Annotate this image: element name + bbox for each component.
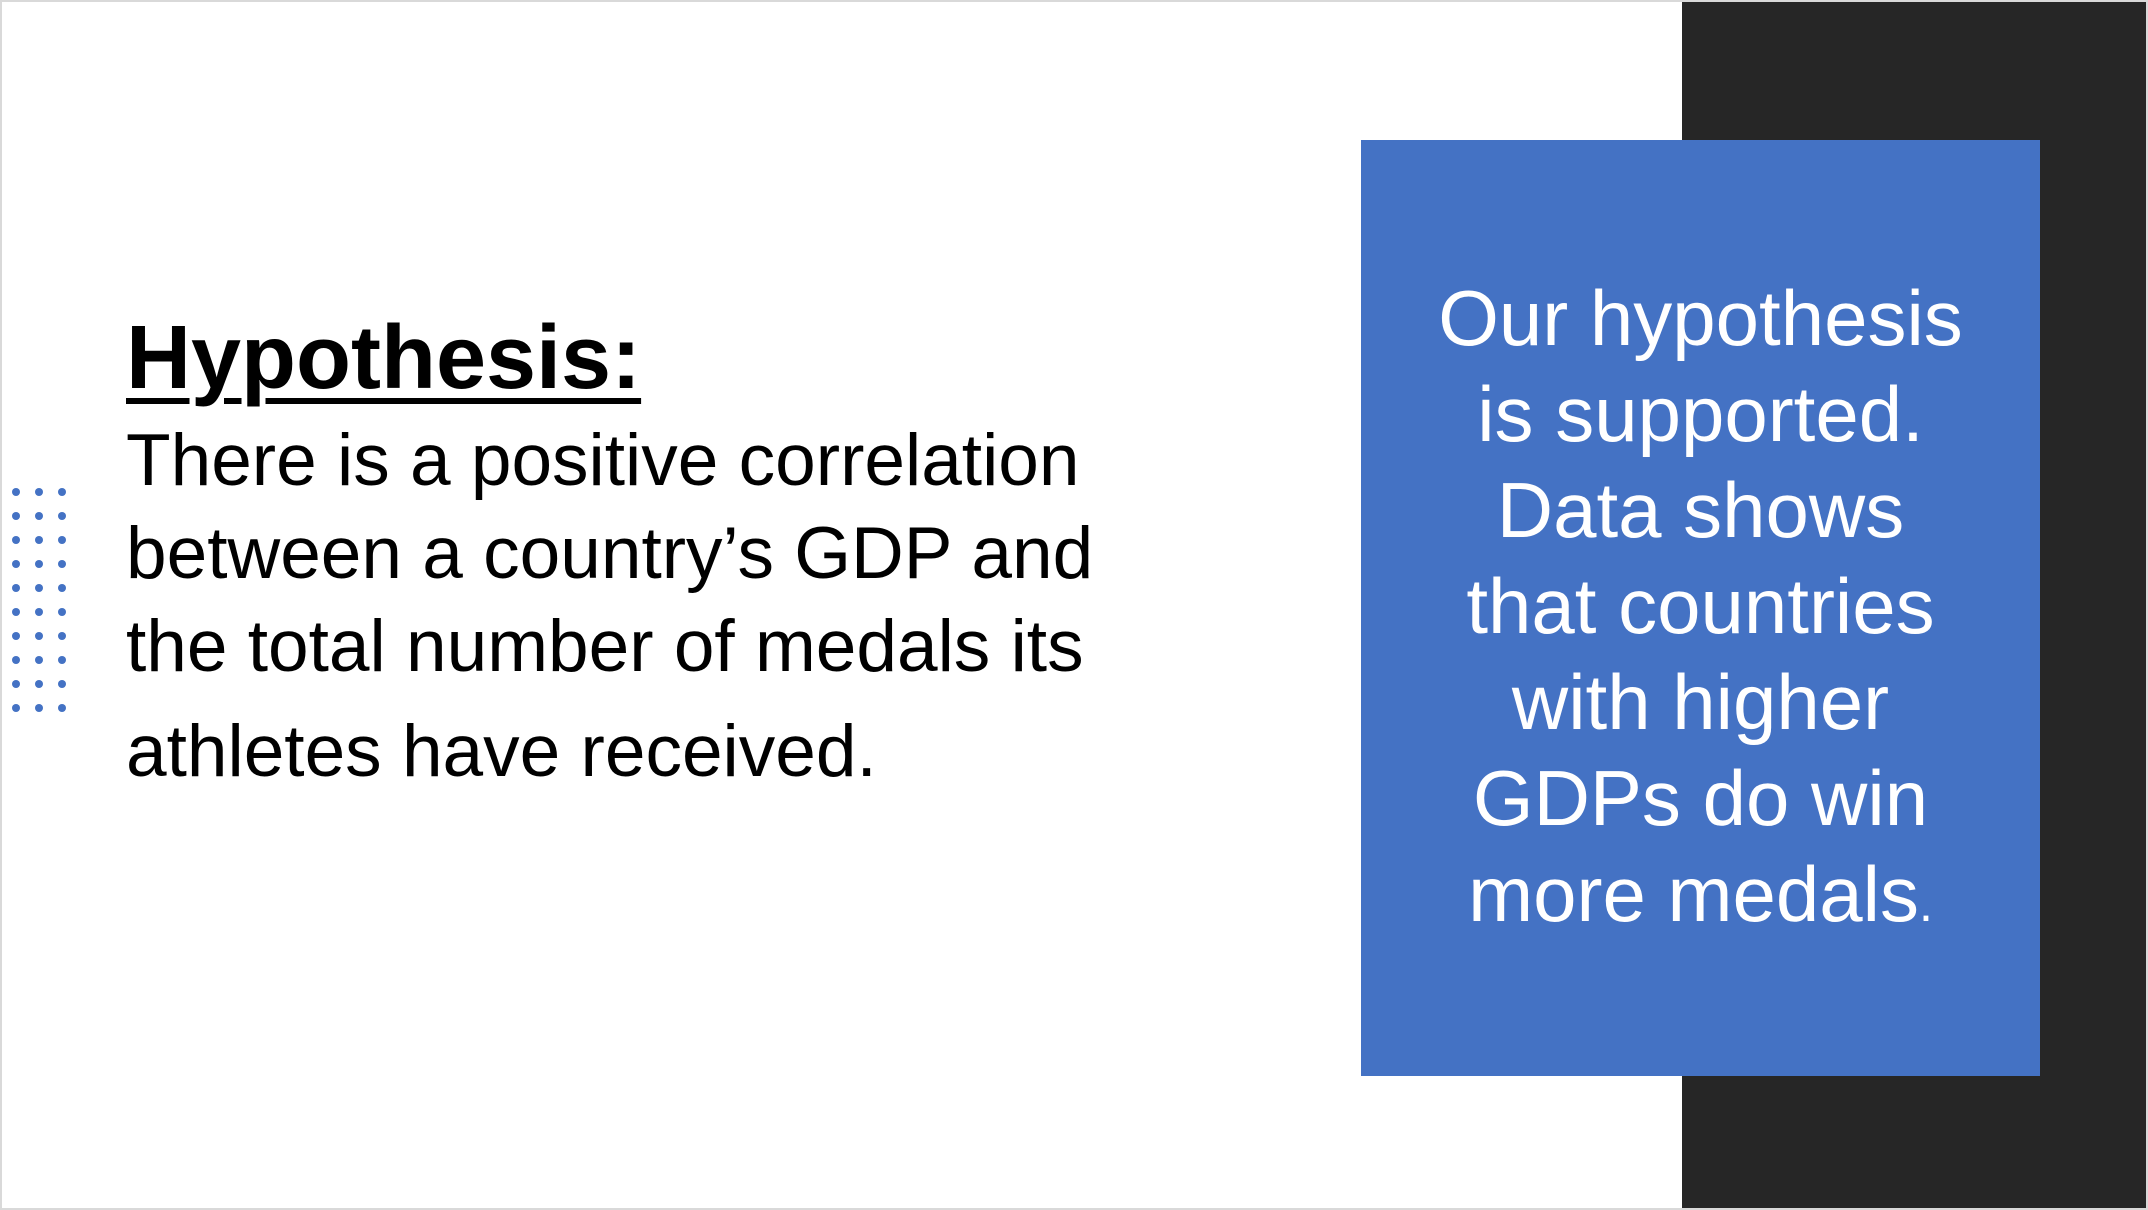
hypothesis-line: athletes have received. <box>126 711 877 792</box>
decorative-dot-grid <box>12 488 68 714</box>
dot <box>58 584 66 592</box>
hypothesis-line: There is a positive correlation <box>126 420 1080 501</box>
dot <box>35 656 43 664</box>
dot <box>12 656 20 664</box>
dot <box>35 560 43 568</box>
dot <box>12 704 20 712</box>
hypothesis-line: between a country’s GDP and <box>126 513 1094 594</box>
slide-title: Hypothesis: <box>126 308 642 408</box>
dot <box>58 560 66 568</box>
dot <box>35 608 43 616</box>
dot <box>12 488 20 496</box>
dot <box>12 680 20 688</box>
dot <box>12 512 20 520</box>
conclusion-line: with higher <box>1511 658 1890 746</box>
hypothesis-line: the total number of medals its <box>126 606 1084 687</box>
dot <box>35 536 43 544</box>
dot <box>12 560 20 568</box>
conclusion-text: Our hypothesis is supported. Data shows … <box>1361 270 2040 952</box>
conclusion-period: . <box>1918 876 1933 932</box>
conclusion-line: Data shows <box>1496 466 1905 554</box>
conclusion-line: is supported. <box>1477 370 1924 458</box>
dot <box>58 488 66 496</box>
dot <box>58 512 66 520</box>
conclusion-box <box>1361 140 2040 1076</box>
dot <box>58 704 66 712</box>
dot <box>12 584 20 592</box>
dot <box>35 632 43 640</box>
dot <box>35 512 43 520</box>
conclusion-line: more medals <box>1468 850 1919 938</box>
conclusion-line: that countries <box>1466 562 1935 650</box>
dot <box>35 488 43 496</box>
conclusion-last-line: more medals. <box>1361 846 2040 952</box>
dot <box>58 632 66 640</box>
dot <box>12 632 20 640</box>
dot <box>58 608 66 616</box>
dot <box>58 680 66 688</box>
dot <box>35 584 43 592</box>
conclusion-line: GDPs do win <box>1472 754 1929 842</box>
dot <box>12 536 20 544</box>
hypothesis-text: There is a positive correlation between … <box>126 414 1093 798</box>
dot <box>12 608 20 616</box>
dot <box>58 656 66 664</box>
conclusion-line: Our hypothesis <box>1438 274 1963 362</box>
dot <box>35 680 43 688</box>
dot <box>58 536 66 544</box>
dot <box>35 704 43 712</box>
